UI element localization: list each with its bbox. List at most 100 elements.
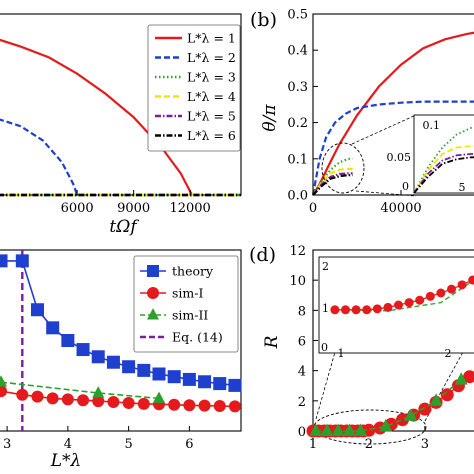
panel-b-xtick-label-0: 0 bbox=[309, 201, 317, 216]
panel-a: 6000 9000 12000 tΩf L*λ = 1L*λ = 2L*λ = 3L… bbox=[0, 13, 242, 237]
panel-d-sim-i-point-19 bbox=[463, 370, 474, 384]
panel-a-legend-label-4: L*λ = 4 bbox=[187, 89, 236, 104]
panel-c-sim-i-point-0 bbox=[0, 385, 8, 398]
panel-d-inset-sim-i-point-0 bbox=[330, 305, 340, 315]
panel-a-series-1-line bbox=[0, 38, 193, 196]
panel-c-theory-point-15 bbox=[228, 378, 242, 392]
panel-d-sim-ii-point-2 bbox=[331, 423, 345, 436]
panel-b-series-group bbox=[311, 31, 474, 196]
panel-b-inset-series-3-line bbox=[413, 127, 474, 194]
panel-a-legend-label-5: L*λ = 5 bbox=[187, 109, 236, 124]
panel-d-sim-ii-point-7 bbox=[429, 393, 443, 406]
panel-d-inset-sim-i-point-2 bbox=[351, 305, 361, 315]
panel-d-ytick-label-3: 6 bbox=[298, 335, 306, 350]
panel-c-xlabel: L*λ bbox=[50, 451, 82, 471]
panel-c-xtick-label-0: 3 bbox=[3, 437, 11, 452]
panel-d-series-group bbox=[306, 370, 474, 438]
panel-d-label: (d) bbox=[249, 244, 276, 266]
panel-c-sim-i-point-5 bbox=[77, 394, 90, 407]
panel-c-xticks: 3 4 5 6 bbox=[3, 426, 194, 452]
panel-c-xtick-label-2: 5 bbox=[124, 437, 132, 452]
panel-a-xtick-label-2: 12000 bbox=[169, 201, 210, 216]
panel-c-theory-point-1 bbox=[15, 254, 29, 268]
panel-d-sim-ii-point-6 bbox=[404, 408, 418, 421]
panel-a-legend-label-6: L*λ = 6 bbox=[187, 128, 236, 143]
panel-c-sim-i-point-11 bbox=[168, 398, 181, 411]
panel-c-sim-i-point-4 bbox=[61, 393, 74, 406]
panel-d-ytick-label-4: 8 bbox=[298, 304, 306, 319]
panel-a-xtick-label-1: 9000 bbox=[117, 201, 150, 216]
panel-c-legend-swatch-marker-3 bbox=[147, 308, 159, 320]
panel-d-inset-sim-i-point-5 bbox=[383, 302, 393, 312]
panel-b-ytick-label-4: 0.4 bbox=[287, 44, 308, 59]
panel-b-label: (b) bbox=[250, 9, 277, 31]
panel-c-theory-point-13 bbox=[198, 375, 212, 389]
panel-c-sim-i-point-7 bbox=[107, 396, 120, 409]
panel-d-inset-ytick-0: 0 bbox=[321, 341, 328, 354]
panel-d-inset-sim-i-point-8 bbox=[415, 295, 425, 305]
panel-c-sim-i-point-13 bbox=[198, 399, 211, 412]
panel-c-frame bbox=[0, 249, 242, 432]
panel-c-sim-i-line bbox=[0, 390, 235, 408]
panel-c-theory-point-6 bbox=[91, 350, 105, 364]
panel-a-xlabel: tΩf bbox=[109, 217, 139, 237]
panel-d-xtick-label-1: 2 bbox=[365, 437, 373, 452]
panel-c: 3 4 5 6 L*λ theory sim-I sim-II Eq. (14) bbox=[0, 249, 242, 471]
panel-c-theory-point-8 bbox=[122, 360, 136, 374]
panel-c-legend-label-1: theory bbox=[172, 264, 214, 279]
panel-b-inset-series bbox=[413, 127, 474, 194]
panel-b-zoom-connector-lower bbox=[355, 190, 417, 197]
panel-b-zoom-connector-upper bbox=[351, 114, 417, 145]
panel-b-xtick-label-1: 40000 bbox=[380, 201, 421, 216]
panel-c-sim-i-point-9 bbox=[137, 397, 150, 410]
panel-d-zoom-connector-right bbox=[424, 351, 464, 422]
panel-b-inset-ytick-1: 0.05 bbox=[387, 151, 412, 164]
panel-c-xtick-label-1: 4 bbox=[64, 437, 72, 452]
panel-b-zoom-ellipse bbox=[321, 142, 365, 194]
panel-b-inset-ytick-0: 0 bbox=[402, 180, 409, 193]
panel-d-ytick-label-0: 0 bbox=[298, 425, 306, 440]
panel-b-series-2-line bbox=[311, 100, 474, 196]
panel-d-inset-xtick-0: 1 bbox=[338, 347, 345, 360]
panel-d-inset-sim-i-point-4 bbox=[372, 304, 382, 314]
panel-c-legend-label-4: Eq. (14) bbox=[172, 330, 223, 345]
panel-d-inset-xtick-1: 2 bbox=[445, 347, 452, 360]
panel-c-legend-entries: theory sim-I sim-II Eq. (14) bbox=[140, 264, 223, 345]
panel-b-ytick-label-1: 0.1 bbox=[287, 152, 308, 167]
panel-d-xtick-label-2: 3 bbox=[421, 437, 429, 452]
panel-c-theory-point-11 bbox=[167, 370, 181, 384]
panel-c-series-group bbox=[0, 250, 242, 431]
panel-a-legend bbox=[147, 24, 241, 152]
panel-d-sim-ii-point-1 bbox=[320, 423, 334, 436]
panel-c-theory-point-10 bbox=[152, 367, 166, 381]
panel-d-xtick-label-0: 1 bbox=[309, 437, 317, 452]
panel-c-sim-ii-point-1 bbox=[92, 386, 105, 398]
panel-d-inset-ytick-2: 2 bbox=[322, 260, 329, 273]
panel-c-theory-point-0 bbox=[0, 254, 8, 268]
panel-c-sim-ii-point-2 bbox=[152, 391, 165, 403]
panel-c-sim-i-point-14 bbox=[213, 400, 226, 413]
panel-b-ytick-label-5: 0.5 bbox=[287, 8, 308, 23]
panel-d-inset-sim-i-point-12 bbox=[457, 280, 467, 290]
panel-c-theory-point-5 bbox=[76, 343, 90, 357]
panel-b-inset-series-6-line bbox=[413, 156, 474, 194]
panel-c-theory-point-4 bbox=[61, 334, 75, 347]
panel-d-sim-ii-point-8 bbox=[454, 372, 468, 385]
panel-c-theory-point-14 bbox=[213, 377, 227, 391]
panel-b-series-3-line bbox=[312, 157, 353, 196]
panel-b-series-1-line bbox=[312, 31, 474, 196]
panel-d-inset-sim-ii-line bbox=[334, 280, 474, 312]
panel-b-series-6-line bbox=[312, 174, 353, 196]
panel-d-sim-ii-point-4 bbox=[354, 423, 368, 436]
panel-c-legend-label-2: sim-I bbox=[172, 286, 203, 301]
panel-b-ytick-label-2: 0.2 bbox=[287, 116, 308, 131]
panel-c-theory-line bbox=[1, 260, 235, 387]
panel-b-ytick-label-3: 0.3 bbox=[287, 80, 308, 95]
panel-d-inset-sim-i-point-10 bbox=[436, 288, 446, 298]
panel-d-inset-sim-i-point-13 bbox=[468, 275, 474, 285]
panel-d-ytick-label-1: 2 bbox=[298, 395, 306, 410]
panel-b-yticks: 0.0 0.1 0.2 0.3 0.4 0.5 bbox=[287, 8, 318, 204]
panel-b-xticks: 0 40000 bbox=[309, 190, 422, 216]
panel-d-inset-series bbox=[330, 275, 474, 315]
